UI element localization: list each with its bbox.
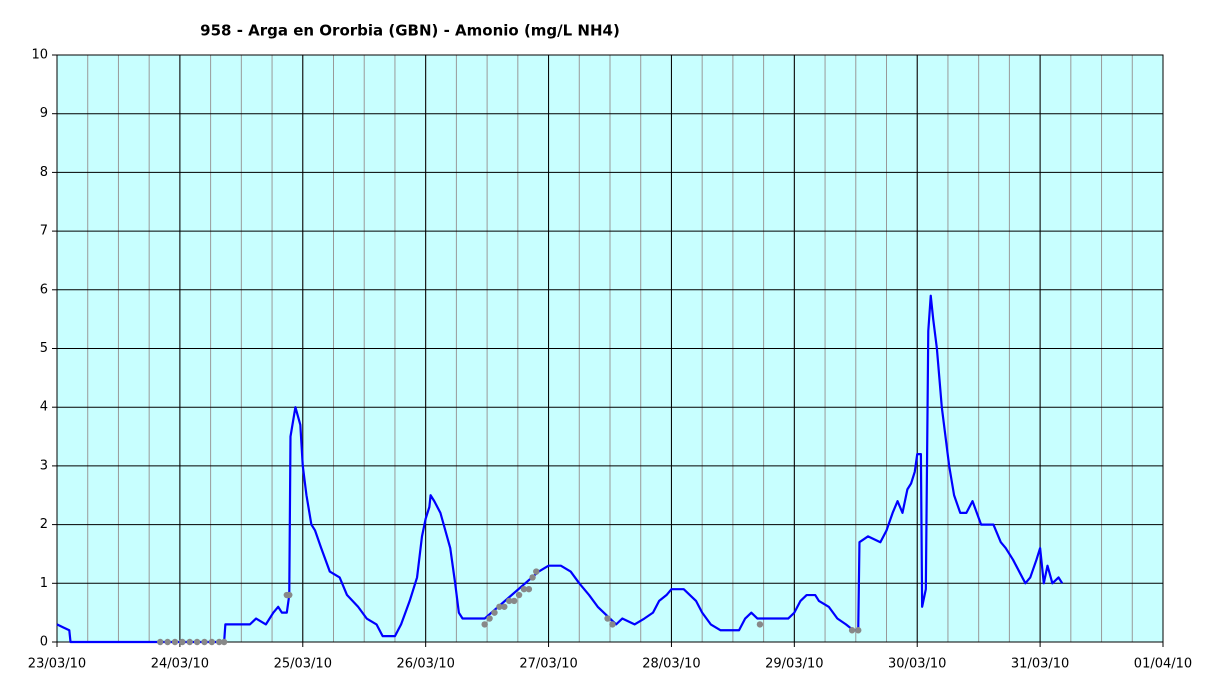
y-tick-label: 3 [40,458,48,473]
x-tick-label: 27/03/10 [519,657,577,672]
data-point [481,621,488,628]
x-tick-label: 24/03/10 [151,657,209,672]
y-tick-label: 8 [40,165,48,180]
x-tick-label: 01/04/10 [1134,657,1192,672]
x-tick-label: 30/03/10 [888,657,946,672]
data-point [201,638,208,646]
data-point [506,597,513,605]
x-tick-label: 31/03/10 [1011,657,1069,672]
y-tick-label: 0 [40,635,48,650]
data-point [186,638,193,646]
y-tick-label: 9 [40,106,48,121]
data-point [157,638,164,646]
data-point [491,609,498,616]
data-point [486,615,493,622]
x-tick-label: 28/03/10 [642,657,700,672]
data-point [496,603,503,610]
y-tick-label: 1 [40,576,48,591]
data-point [609,621,616,628]
data-point [520,585,528,593]
x-tick-label: 26/03/10 [396,657,454,672]
data-point [525,585,533,593]
x-tick-label: 25/03/10 [274,657,332,672]
y-tick-label: 6 [40,282,48,297]
data-point [529,574,536,581]
plot-border [56,54,1164,643]
data-point [164,638,171,646]
data-point [208,638,216,646]
y-tick-label: 7 [40,224,48,239]
chart-title: 958 - Arga en Ororbia (GBN) - Amonio (mg… [200,22,620,40]
y-tick-label: 2 [40,517,48,532]
data-point [515,591,523,599]
data-point [855,627,862,634]
data-point [756,621,764,628]
y-tick-label: 10 [31,48,48,63]
x-tick-label: 29/03/10 [765,657,823,672]
data-point [604,615,611,622]
data-point [220,638,228,646]
data-point [216,638,223,646]
data-point [179,638,186,646]
data-point [848,627,856,634]
x-tick-label: 23/03/10 [28,657,86,672]
y-tick-label: 4 [40,400,48,415]
data-point [171,638,179,646]
data-point [286,591,293,599]
data-point [533,568,540,575]
data-point [510,597,518,605]
data-line [56,294,1064,644]
data-point [501,603,508,610]
y-tick-label: 5 [40,341,48,356]
data-point [193,638,201,646]
